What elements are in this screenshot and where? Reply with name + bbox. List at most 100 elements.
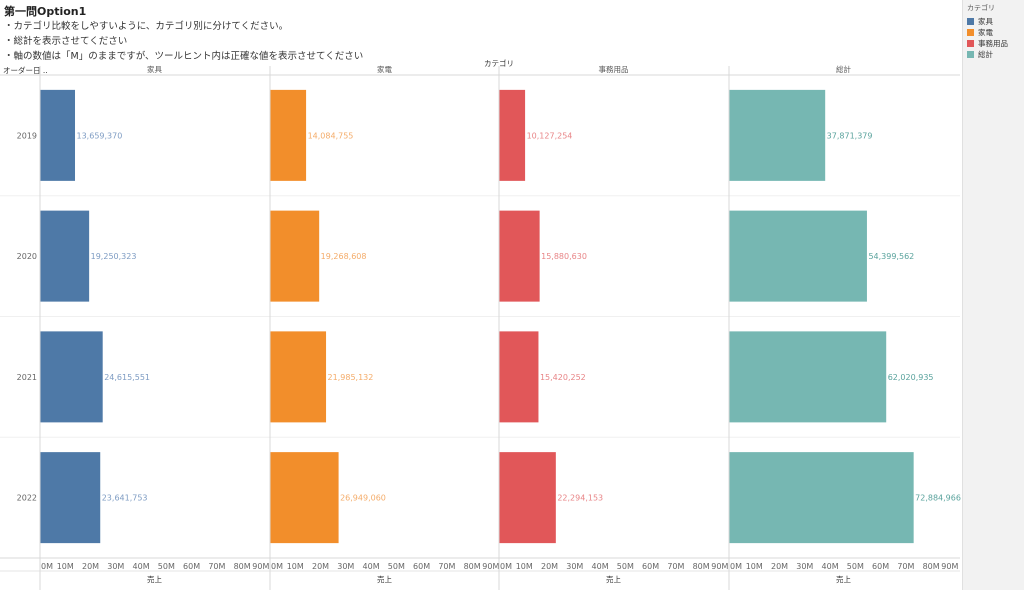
legend-label-grand-total: 総計 — [978, 50, 993, 59]
bar-furniture-2022 — [40, 452, 101, 544]
column-header-label: カテゴリ — [484, 58, 514, 68]
data-label-appliances-2022: 26,949,060 — [340, 494, 386, 503]
data-label-grand-total-2022: 72,884,966 — [915, 494, 961, 503]
x-tick-label: 40M — [592, 562, 609, 571]
bar-appliances-2019 — [270, 89, 307, 181]
x-tick-label: 40M — [133, 562, 150, 571]
x-tick-label: 80M — [234, 562, 251, 571]
row-label-2020: 2020 — [17, 252, 37, 261]
row-header-label: オーダー日 .. — [3, 65, 48, 75]
x-tick-label: 20M — [541, 562, 558, 571]
x-tick-label: 50M — [388, 562, 405, 571]
x-tick-label: 20M — [312, 562, 329, 571]
x-tick-label: 0M — [730, 562, 742, 571]
x-tick-label: 90M — [252, 562, 269, 571]
instruction-note-3: ・軸の数値は「M」のままですが、ツールヒント内は正確な値を表示させてください — [4, 51, 364, 62]
x-tick-label: 30M — [566, 562, 583, 571]
legend-item-appliances[interactable]: 家電 — [967, 28, 1024, 37]
row-label-2022: 2022 — [17, 494, 37, 503]
x-tick-label: 70M — [897, 562, 914, 571]
x-tick-label: 20M — [82, 562, 99, 571]
bar-office-supplies-2019 — [499, 89, 526, 181]
sheet-title: 第一問Option1 — [4, 5, 87, 18]
x-tick-label: 30M — [796, 562, 813, 571]
x-tick-label: 10M — [287, 562, 304, 571]
bar-grand-total-2022 — [729, 452, 914, 544]
x-tick-label: 0M — [500, 562, 512, 571]
bar-appliances-2022 — [270, 452, 339, 544]
x-axis-title-furniture: 売上 — [147, 574, 162, 584]
data-label-furniture-2020: 19,250,323 — [91, 252, 137, 261]
legend-item-furniture[interactable]: 家具 — [967, 17, 1024, 26]
x-tick-label: 70M — [438, 562, 455, 571]
x-tick-label: 90M — [941, 562, 958, 571]
legend-title: カテゴリ — [967, 4, 995, 12]
panel-header-office-supplies: 事務用品 — [599, 64, 629, 74]
x-tick-label: 80M — [693, 562, 710, 571]
panel-header-grand-total: 総計 — [836, 64, 851, 74]
data-label-furniture-2019: 13,659,370 — [77, 131, 123, 140]
bar-grand-total-2020 — [729, 210, 867, 302]
legend-swatch-office-supplies — [967, 40, 974, 47]
data-label-appliances-2019: 14,084,755 — [308, 131, 354, 140]
x-tick-label: 60M — [183, 562, 200, 571]
x-tick-label: 10M — [746, 562, 763, 571]
x-axis-title-appliances: 売上 — [377, 574, 392, 584]
bar-furniture-2020 — [40, 210, 90, 302]
data-label-office-supplies-2022: 22,294,153 — [557, 494, 603, 503]
x-tick-label: 60M — [413, 562, 430, 571]
data-label-appliances-2020: 19,268,608 — [321, 252, 367, 261]
x-tick-label: 70M — [208, 562, 225, 571]
x-tick-label: 90M — [711, 562, 728, 571]
bar-furniture-2019 — [40, 89, 76, 181]
x-tick-label: 40M — [363, 562, 380, 571]
data-label-grand-total-2020: 54,399,562 — [868, 252, 914, 261]
data-label-grand-total-2021: 62,020,935 — [888, 373, 934, 382]
x-tick-label: 50M — [158, 562, 175, 571]
x-tick-label: 80M — [464, 562, 481, 571]
x-tick-label: 10M — [516, 562, 533, 571]
legend-label-appliances: 家電 — [978, 28, 993, 37]
instruction-note-2: ・総計を表示させてください — [4, 36, 128, 47]
data-label-office-supplies-2021: 15,420,252 — [540, 373, 586, 382]
data-label-grand-total-2019: 37,871,379 — [827, 131, 873, 140]
legend-label-office-supplies: 事務用品 — [978, 39, 1008, 48]
legend-panel: カテゴリ 家具 家電 事務用品 総計 — [962, 0, 1024, 590]
data-label-office-supplies-2019: 10,127,254 — [527, 131, 573, 140]
x-tick-label: 20M — [771, 562, 788, 571]
legend-item-grand-total[interactable]: 総計 — [967, 50, 1024, 59]
bar-office-supplies-2020 — [499, 210, 540, 302]
panel-header-furniture: 家具 — [147, 64, 162, 74]
bar-appliances-2020 — [270, 210, 320, 302]
legend-label-furniture: 家具 — [978, 17, 993, 26]
x-tick-label: 30M — [107, 562, 124, 571]
x-tick-label: 70M — [667, 562, 684, 571]
data-label-office-supplies-2020: 15,880,630 — [541, 252, 587, 261]
x-tick-label: 60M — [872, 562, 889, 571]
x-tick-label: 50M — [617, 562, 634, 571]
bar-office-supplies-2021 — [499, 331, 539, 423]
data-label-furniture-2022: 23,641,753 — [102, 494, 148, 503]
bar-grand-total-2021 — [729, 331, 887, 423]
x-axis-title-grand-total: 売上 — [836, 574, 851, 584]
x-tick-label: 90M — [482, 562, 499, 571]
x-tick-label: 50M — [847, 562, 864, 571]
legend-swatch-grand-total — [967, 51, 974, 58]
legend-swatch-appliances — [967, 29, 974, 36]
bar-grand-total-2019 — [729, 89, 826, 181]
data-label-appliances-2021: 21,985,132 — [328, 373, 374, 382]
legend-item-office-supplies[interactable]: 事務用品 — [967, 39, 1024, 48]
legend-swatch-furniture — [967, 18, 974, 25]
x-tick-label: 30M — [337, 562, 354, 571]
x-tick-label: 10M — [57, 562, 74, 571]
title-block: 第一問Option1 ・カテゴリ比較をしやすいように、カテゴリ別に分けてください… — [4, 4, 363, 64]
bar-furniture-2021 — [40, 331, 103, 423]
x-tick-label: 80M — [923, 562, 940, 571]
x-tick-label: 0M — [271, 562, 283, 571]
bar-appliances-2021 — [270, 331, 327, 423]
instruction-note-1: ・カテゴリ比較をしやすいように、カテゴリ別に分けてください。 — [4, 21, 289, 32]
row-label-2019: 2019 — [17, 131, 37, 140]
x-tick-label: 40M — [822, 562, 839, 571]
data-label-furniture-2021: 24,615,551 — [104, 373, 150, 382]
